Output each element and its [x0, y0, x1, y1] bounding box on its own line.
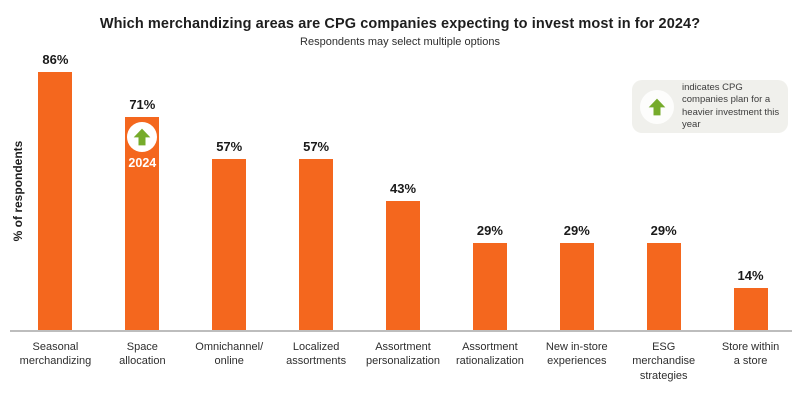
bar-value-label: 57% — [216, 139, 243, 154]
category-label: Seasonal merchandizing — [19, 341, 92, 368]
category-label: Omnichannel/online — [195, 341, 264, 368]
bar-column: 29% — [533, 30, 620, 330]
category-label: ESG merchandise strategies — [632, 341, 696, 382]
up-arrow-icon — [133, 128, 151, 146]
bar-column: 14% — [707, 30, 794, 330]
up-arrow-icon — [648, 98, 666, 115]
bar — [472, 243, 507, 330]
category-label: Assortment personalization — [366, 341, 440, 368]
bar: 2024 — [125, 117, 160, 330]
bar — [646, 243, 681, 330]
bar-value-label: 43% — [389, 181, 417, 196]
chart-subtitle: Respondents may select multiple options — [300, 36, 500, 48]
x-axis-category-labels: Seasonal merchandizing Space allocation Omni… — [12, 340, 794, 383]
bar — [733, 288, 768, 330]
legend-icon-circle — [640, 89, 674, 124]
bar-value-label: 14% — [737, 268, 764, 283]
category-label: Store within a store — [721, 341, 780, 368]
highlight-badge-circle — [127, 122, 158, 152]
bar-column: 71% 2024 — [99, 30, 186, 330]
category-label: Space allocation — [119, 341, 166, 368]
highlight-year-label: 2024 — [128, 156, 157, 170]
chart-title: Which merchandizing areas are CPG compan… — [99, 16, 701, 32]
bar-column: 29% — [620, 30, 707, 330]
category-label: Localized assortments — [286, 341, 347, 368]
bar-column: 86% — [12, 30, 99, 330]
legend-box: indicates CPG companies plan for a heavi… — [632, 80, 788, 133]
bar-value-label: 29% — [650, 223, 677, 238]
bar-column: 43% — [360, 30, 447, 330]
legend-text: indicates CPG companies plan for a heavi… — [682, 81, 780, 130]
bar-value-label: 71% — [129, 97, 156, 112]
category-label: New in-store experiences — [545, 341, 608, 368]
bar-value-label: 57% — [303, 139, 330, 154]
bar-column: 29% — [446, 30, 533, 330]
plot-area: 86% 71% 2024 57% 57% 43% 29% 29% 29% 14% — [12, 30, 794, 330]
bar — [38, 72, 73, 330]
bar — [559, 243, 594, 330]
bar-value-label: 29% — [563, 223, 590, 238]
bar-value-label: 29% — [476, 223, 503, 238]
bar-column: 57% — [186, 30, 273, 330]
bar-value-label: 86% — [42, 52, 69, 67]
bar — [299, 159, 334, 330]
bar — [386, 201, 420, 330]
bar-column: 57% — [273, 30, 360, 330]
category-label: Assortment rationalization — [455, 341, 524, 368]
bar — [212, 159, 247, 330]
x-axis-line — [10, 330, 792, 332]
